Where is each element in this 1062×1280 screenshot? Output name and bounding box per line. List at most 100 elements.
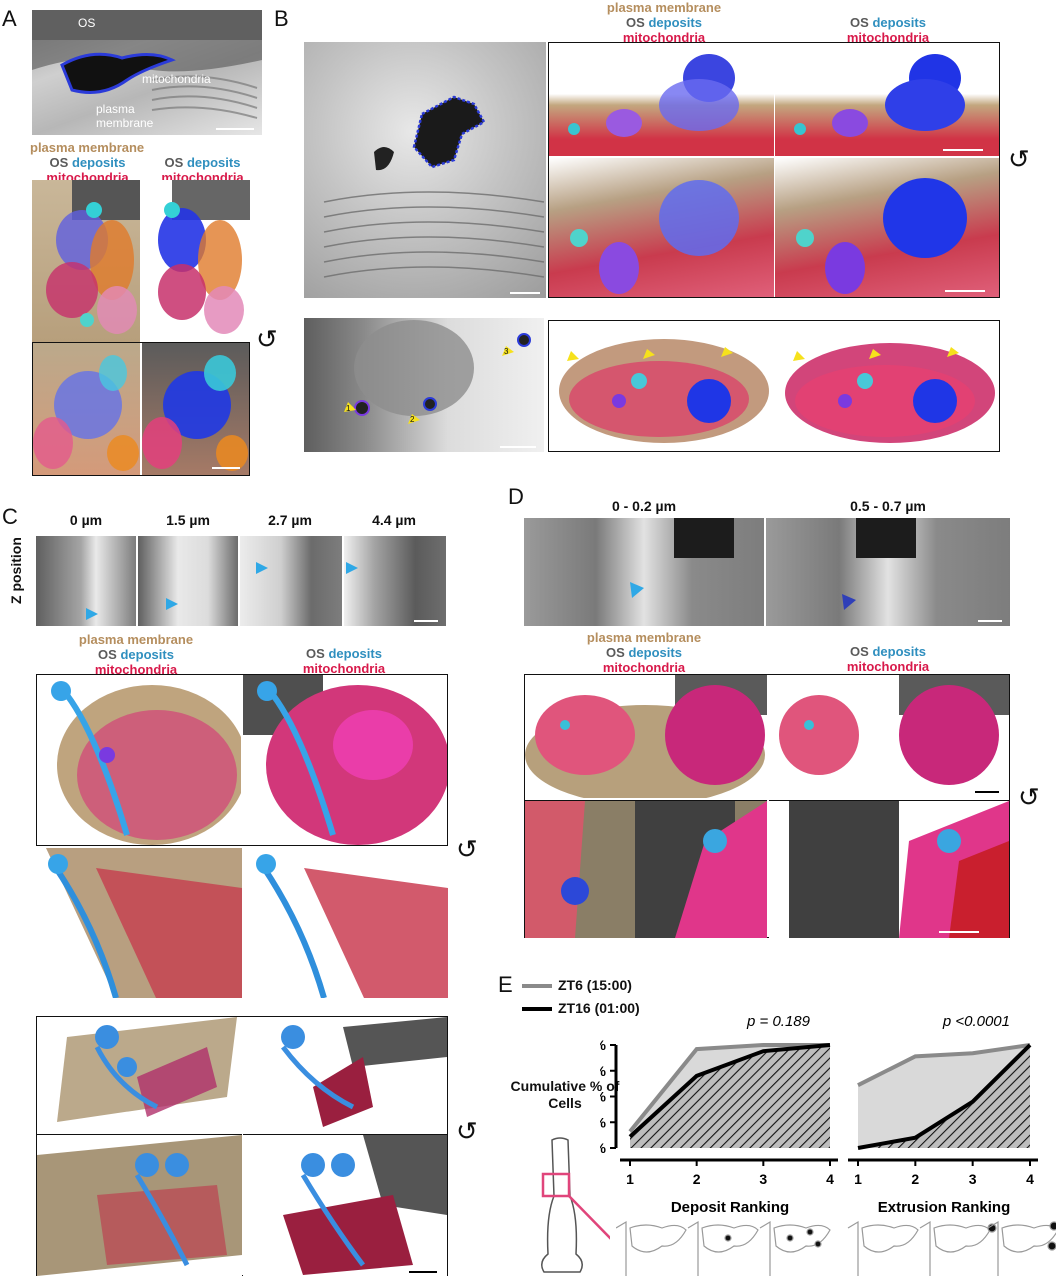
- arrow-number-3: 3: [504, 347, 509, 356]
- legend-deposits: deposits: [872, 15, 926, 30]
- panel-b-render-frame: [548, 42, 1000, 298]
- z-range-1: 0.5 - 0.7 µm: [850, 498, 926, 514]
- legend-mitochondria: mitochondria: [302, 661, 386, 676]
- panel-a-render-bottom-right: [142, 343, 249, 475]
- z-position-0: 0 µm: [69, 512, 103, 528]
- panel-a-render-bottom-left: [33, 343, 140, 475]
- panel-d-legend-2: OS deposits mitochondria: [768, 644, 1008, 674]
- x-axis-label: Extrusion Ranking: [878, 1199, 1011, 1216]
- x-tick-label: 4: [826, 1171, 834, 1187]
- panel-letter-d: D: [508, 484, 524, 509]
- panel-d-frame: [524, 674, 1010, 938]
- series-line-zt16: [628, 1043, 831, 1139]
- panel-d-render-2: [769, 675, 1009, 798]
- panel-b-legend-2: OS deposits mitochondria: [776, 15, 1000, 45]
- series-line-zt16: [857, 1043, 1032, 1150]
- legend-deposits: deposits: [872, 644, 926, 659]
- legend-plasma-membrane: plasma membrane: [30, 140, 145, 155]
- z-position-1: 1.5 µm: [166, 512, 210, 528]
- legend-mitochondria: mitochondria: [602, 660, 686, 675]
- legend-deposits: deposits: [120, 647, 174, 662]
- panel-c-bottom-frame: [36, 1016, 448, 1276]
- x-tick-label: 3: [759, 1171, 767, 1187]
- panel-c-em-3: [344, 536, 446, 626]
- panel-d-render-3: [525, 800, 767, 938]
- panel-d-render-1: [525, 675, 767, 798]
- legend-os: OS: [98, 647, 117, 662]
- area-fill-zt16: [630, 1045, 830, 1148]
- legend-plasma-membrane: plasma membrane: [586, 630, 702, 645]
- panel-c-render-1: [37, 675, 241, 845]
- panel-c-legend-2: OS deposits mitochondria: [242, 646, 446, 676]
- legend-deposits: deposits: [328, 646, 382, 661]
- rotation-icon: ↺: [1008, 144, 1030, 174]
- x-tick-label: 3: [969, 1171, 977, 1187]
- panel-c-render-5: [37, 1017, 242, 1130]
- panel-b-legend-1: plasma membrane OS deposits mitochondria: [552, 0, 776, 45]
- y-tick-label: 100%: [600, 1037, 607, 1053]
- legend-os: OS: [306, 646, 325, 661]
- arrow-number-1: 1: [346, 404, 351, 413]
- panel-a-legend: plasma membrane OS deposits mitochondria…: [30, 140, 260, 185]
- panel-b-render-5: [549, 321, 773, 451]
- legend-os: OS: [49, 155, 69, 170]
- panel-c-render-3: [36, 848, 242, 998]
- panel-letter-a: A: [2, 6, 17, 31]
- panel-d-em-1: [766, 518, 1010, 626]
- panel-b-em-image-top: [304, 42, 546, 298]
- panel-a-em-image: OS mitochondria plasma membrane: [32, 10, 262, 135]
- rotation-icon: ↺: [256, 324, 278, 354]
- legend-deposits: deposits: [648, 15, 702, 30]
- p-value-annotation: p <0.0001: [942, 1013, 1010, 1030]
- legend-os: OS: [626, 15, 645, 30]
- panel-b-em-image-bottom: 1 2 3: [304, 318, 544, 452]
- rotation-icon: ↺: [456, 834, 478, 864]
- legend-deposits: deposits: [628, 645, 682, 660]
- chart-y-axis-label: Cumulative % of Cells: [510, 1078, 620, 1111]
- panel-a-render-top-right: [142, 180, 250, 342]
- rotation-icon: ↺: [456, 1116, 478, 1146]
- legend-os: OS: [850, 644, 869, 659]
- legend-os: OS: [164, 155, 184, 170]
- y-tick-label: 75%: [600, 1063, 607, 1079]
- em-label-os: OS: [78, 16, 96, 30]
- legend-label-zt16: ZT16 (01:00): [558, 1000, 640, 1016]
- legend-plasma-membrane: plasma membrane: [78, 632, 194, 647]
- x-tick-label: 1: [854, 1171, 862, 1187]
- x-tick-label: 2: [693, 1171, 701, 1187]
- z-position-2: 2.7 µm: [268, 512, 312, 528]
- panel-c-em-1: [138, 536, 238, 626]
- panel-d-legend-1: plasma membrane OS deposits mitochondria: [524, 630, 764, 675]
- panel-a-bottom-frame: [32, 342, 250, 476]
- legend-mitochondria: mitochondria: [846, 30, 930, 45]
- panel-c-render-4: [244, 848, 448, 998]
- p-value-annotation: p = 0.189: [746, 1013, 811, 1030]
- panel-c-top-frame: [36, 674, 448, 846]
- panel-c-render-6: [243, 1017, 447, 1130]
- legend-mitochondria: mitochondria: [94, 662, 178, 677]
- x-tick-label: 1: [626, 1171, 634, 1187]
- em-label-mitochondria: mitochondria: [142, 72, 211, 86]
- panel-letter-e: E: [498, 972, 513, 997]
- legend-swatch-zt6: [522, 984, 552, 988]
- rotation-icon: ↺: [1018, 782, 1040, 812]
- photoreceptor-sketch: [541, 1137, 610, 1273]
- z-position-3: 4.4 µm: [372, 512, 416, 528]
- series-line-zt6: [628, 1043, 830, 1133]
- em-label-plasma-membrane: plasma membrane: [96, 102, 154, 130]
- legend-swatch-zt16: [522, 1007, 552, 1011]
- panel-letter-b: B: [274, 6, 289, 31]
- panel-c-render-8: [243, 1134, 447, 1276]
- panel-b-render-3: [549, 158, 774, 297]
- z-range-0: 0 - 0.2 µm: [611, 498, 677, 514]
- panel-c-render-7: [37, 1134, 242, 1276]
- panel-b-render-2: [775, 43, 999, 156]
- panel-d-render-4: [769, 800, 1009, 938]
- legend-deposits: deposits: [186, 155, 241, 170]
- panel-b-bottom-frame: [548, 320, 1000, 452]
- legend-label-zt6: ZT6 (15:00): [558, 977, 632, 993]
- series-line-zt6: [857, 1043, 1031, 1087]
- panel-c-em-0: [36, 536, 136, 626]
- panel-c-render-2: [243, 675, 447, 845]
- panel-a-render-top-left: [32, 180, 140, 342]
